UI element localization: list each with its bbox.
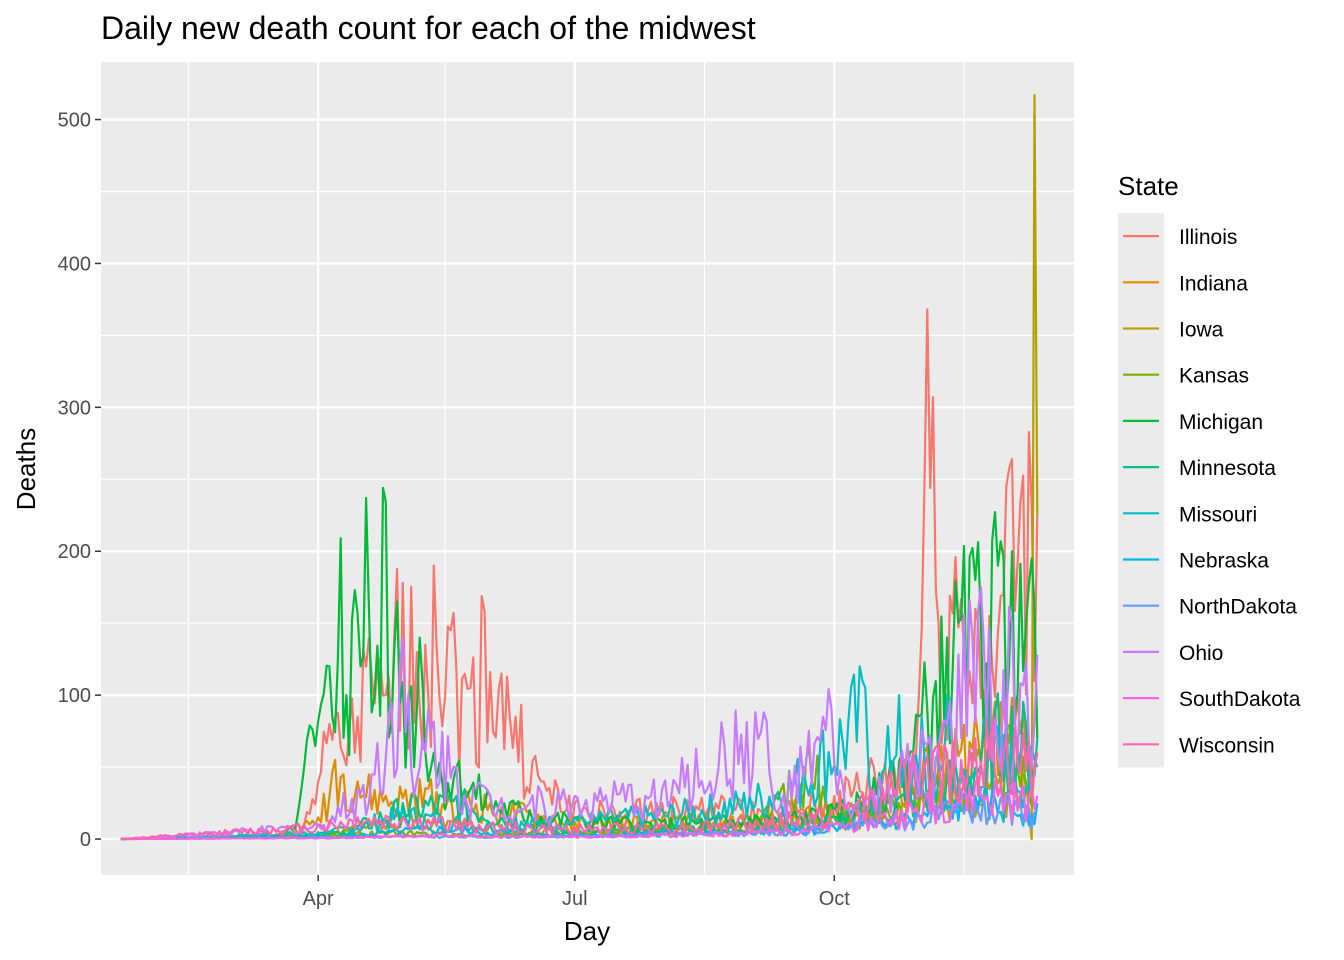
y-axis-title: Deaths: [11, 428, 41, 510]
legend-label: Nebraska: [1179, 550, 1269, 573]
legend-label: Minnesota: [1179, 457, 1276, 480]
legend-label: Michigan: [1179, 411, 1263, 434]
legend-label: Ohio: [1179, 642, 1223, 665]
series-lines: [120, 93, 1039, 841]
legend-label: Kansas: [1179, 365, 1249, 388]
legend-label: Missouri: [1179, 503, 1257, 526]
series-line-wisconsin: [120, 716, 1039, 841]
series-line-missouri: [120, 665, 1039, 841]
x-axis-title: Day: [564, 916, 610, 946]
y-tick-label: 200: [58, 541, 91, 563]
legend-label: Illinois: [1179, 226, 1237, 249]
plot-panel: [101, 62, 1074, 875]
chart-title: Daily new death count for each of the mi…: [101, 10, 756, 46]
legend-label: NorthDakota: [1179, 596, 1297, 619]
y-tick-label: 100: [58, 685, 91, 707]
x-tick-label: Jul: [562, 888, 588, 910]
x-tick-label: Oct: [819, 888, 851, 910]
y-tick-label: 400: [58, 253, 91, 275]
y-tick-label: 0: [80, 829, 91, 851]
y-tick-label: 300: [58, 397, 91, 419]
grid: [101, 62, 1074, 875]
legend: State Illinois Indiana Iowa Kansas Michigan M…: [1118, 171, 1301, 768]
axes: 0 100 200 300 400 500 Apr Jul Oct: [58, 110, 851, 910]
legend-key-background: [1118, 213, 1164, 768]
legend-title: State: [1118, 171, 1179, 201]
legend-label: Wisconsin: [1179, 734, 1275, 757]
legend-label: Indiana: [1179, 272, 1248, 295]
x-tick-label: Apr: [303, 888, 334, 910]
legend-label: SouthDakota: [1179, 688, 1301, 711]
legend-label: Iowa: [1179, 319, 1224, 342]
series-line-southdakota: [120, 774, 1039, 841]
y-tick-label: 500: [58, 110, 91, 132]
